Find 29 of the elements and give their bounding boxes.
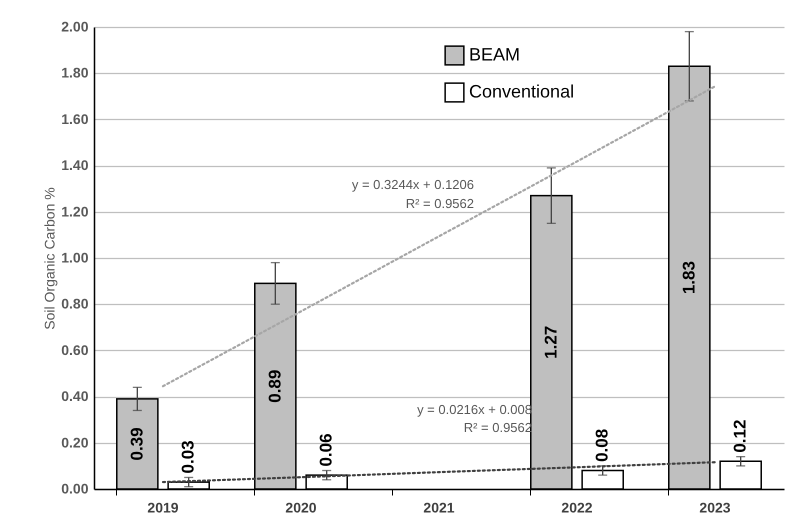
y-tick-label: 0.80: [61, 296, 89, 312]
y-axis-title: Soil Organic Carbon %: [41, 187, 58, 330]
y-tick-label: 1.60: [61, 110, 89, 127]
data-label: 0.08: [592, 428, 612, 462]
legend-label: Conventional: [469, 82, 574, 102]
y-tick-label: 0.60: [61, 342, 89, 358]
annotation: y = 0.3244x + 0.1206: [352, 177, 474, 192]
x-tick-label: 2019: [147, 500, 179, 516]
data-label: 0.39: [127, 427, 146, 460]
y-tick-label: 0.20: [61, 434, 89, 450]
x-tick-label: 2021: [423, 500, 455, 516]
annotation: R² = 0.9562: [406, 196, 474, 211]
data-label: 0.03: [178, 440, 198, 474]
y-tick-label: 1.00: [61, 250, 89, 266]
y-tick-label: 1.80: [61, 64, 89, 81]
x-tick-label: 2022: [561, 500, 593, 516]
data-label: 1.83: [679, 261, 698, 294]
legend-label: BEAM: [469, 44, 520, 64]
x-tick-label: 2023: [699, 500, 731, 516]
y-tick-label: 2.00: [61, 18, 89, 34]
x-tick-label: 2020: [285, 500, 317, 516]
y-tick-label: 0.40: [61, 388, 89, 404]
y-tick-label: 1.40: [61, 157, 89, 174]
y-tick-label: 0.00: [61, 480, 89, 496]
data-label: 0.06: [316, 433, 336, 467]
y-tick-label: 1.20: [61, 203, 89, 220]
data-label: 0.12: [730, 420, 750, 453]
data-label: 0.89: [265, 370, 284, 403]
data-label: 1.27: [541, 326, 560, 359]
